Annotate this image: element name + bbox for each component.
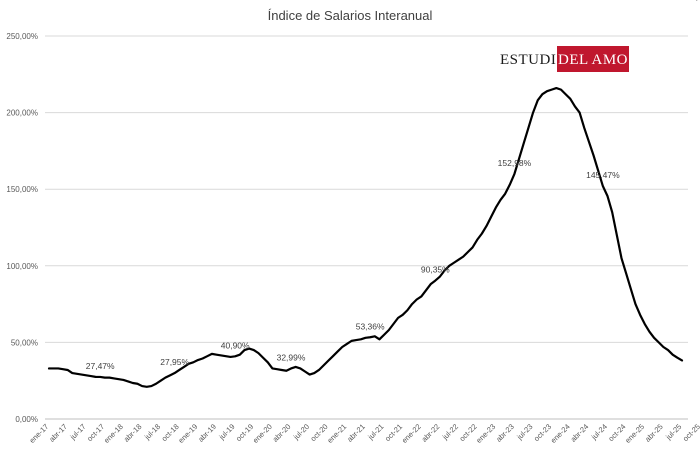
data-label: 38,23% [686,0,700,2]
data-label: 27,47% [86,361,115,371]
chart-title: Índice de Salarios Interanual [268,8,433,23]
x-tick-label: jul-23 [514,422,534,442]
x-tick-label: ene-24 [549,422,572,445]
y-axis-ticks: 0,00% 50,00% 100,00% 150,00% 200,00% 250,00% [6,32,38,424]
y-tick-label: 150,00% [6,185,38,194]
data-label: 27,95% [160,357,189,367]
logo-text-del-amo: DEL AMO [558,52,628,68]
logo-text-estudio: ESTUDIO [500,52,568,68]
x-tick-label: ene-25 [623,422,646,445]
x-tick-label: abr-25 [643,422,665,444]
series-line [47,86,684,388]
y-tick-label: 250,00% [6,32,38,41]
x-tick-label: abr-22 [420,422,442,444]
x-tick-label: jul-20 [291,422,311,442]
data-label: 90,35% [421,265,450,275]
x-tick-label: jul-18 [142,422,162,442]
data-label: 40,90% [221,340,250,350]
data-label: 145,47% [586,170,620,180]
x-tick-label: ene-17 [28,422,51,445]
data-label: 32,99% [277,352,306,362]
x-tick-label: jul-19 [217,422,237,442]
x-tick-label: abr-24 [569,422,591,444]
brand-logo: ESTUDIO DEL AMO [500,46,629,72]
x-tick-label: jul-21 [365,422,385,442]
x-tick-label: oct-25 [681,422,700,443]
x-tick-label: jul-24 [589,422,609,442]
data-label: 152,98% [498,158,532,168]
x-tick-label: jul-25 [663,422,683,442]
y-tick-label: 0,00% [15,415,38,424]
x-tick-label: abr-23 [494,422,516,444]
x-tick-label: abr-19 [196,422,218,444]
y-tick-label: 100,00% [6,262,38,271]
x-tick-label: abr-21 [345,422,367,444]
gridlines [45,35,688,343]
x-tick-label: ene-21 [325,422,348,445]
x-tick-label: jul-17 [68,422,88,442]
x-tick-label: ene-22 [400,422,423,445]
x-tick-label: ene-18 [102,422,125,445]
x-tick-label: ene-20 [251,422,274,445]
x-tick-label: ene-19 [176,422,199,445]
y-tick-label: 200,00% [6,109,38,118]
x-tick-label: abr-17 [47,422,69,444]
x-tick-label: ene-23 [474,422,497,445]
x-tick-label: jul-22 [440,422,460,442]
data-labels: 27,47% 27,95% 40,90% 32,99% 53,36% 90,35% 152,… [86,0,700,371]
x-tick-label: abr-20 [271,422,293,444]
data-label: 53,36% [356,321,385,331]
x-tick-label: abr-18 [122,422,144,444]
logo-box [557,46,629,72]
y-tick-label: 50,00% [11,338,38,347]
